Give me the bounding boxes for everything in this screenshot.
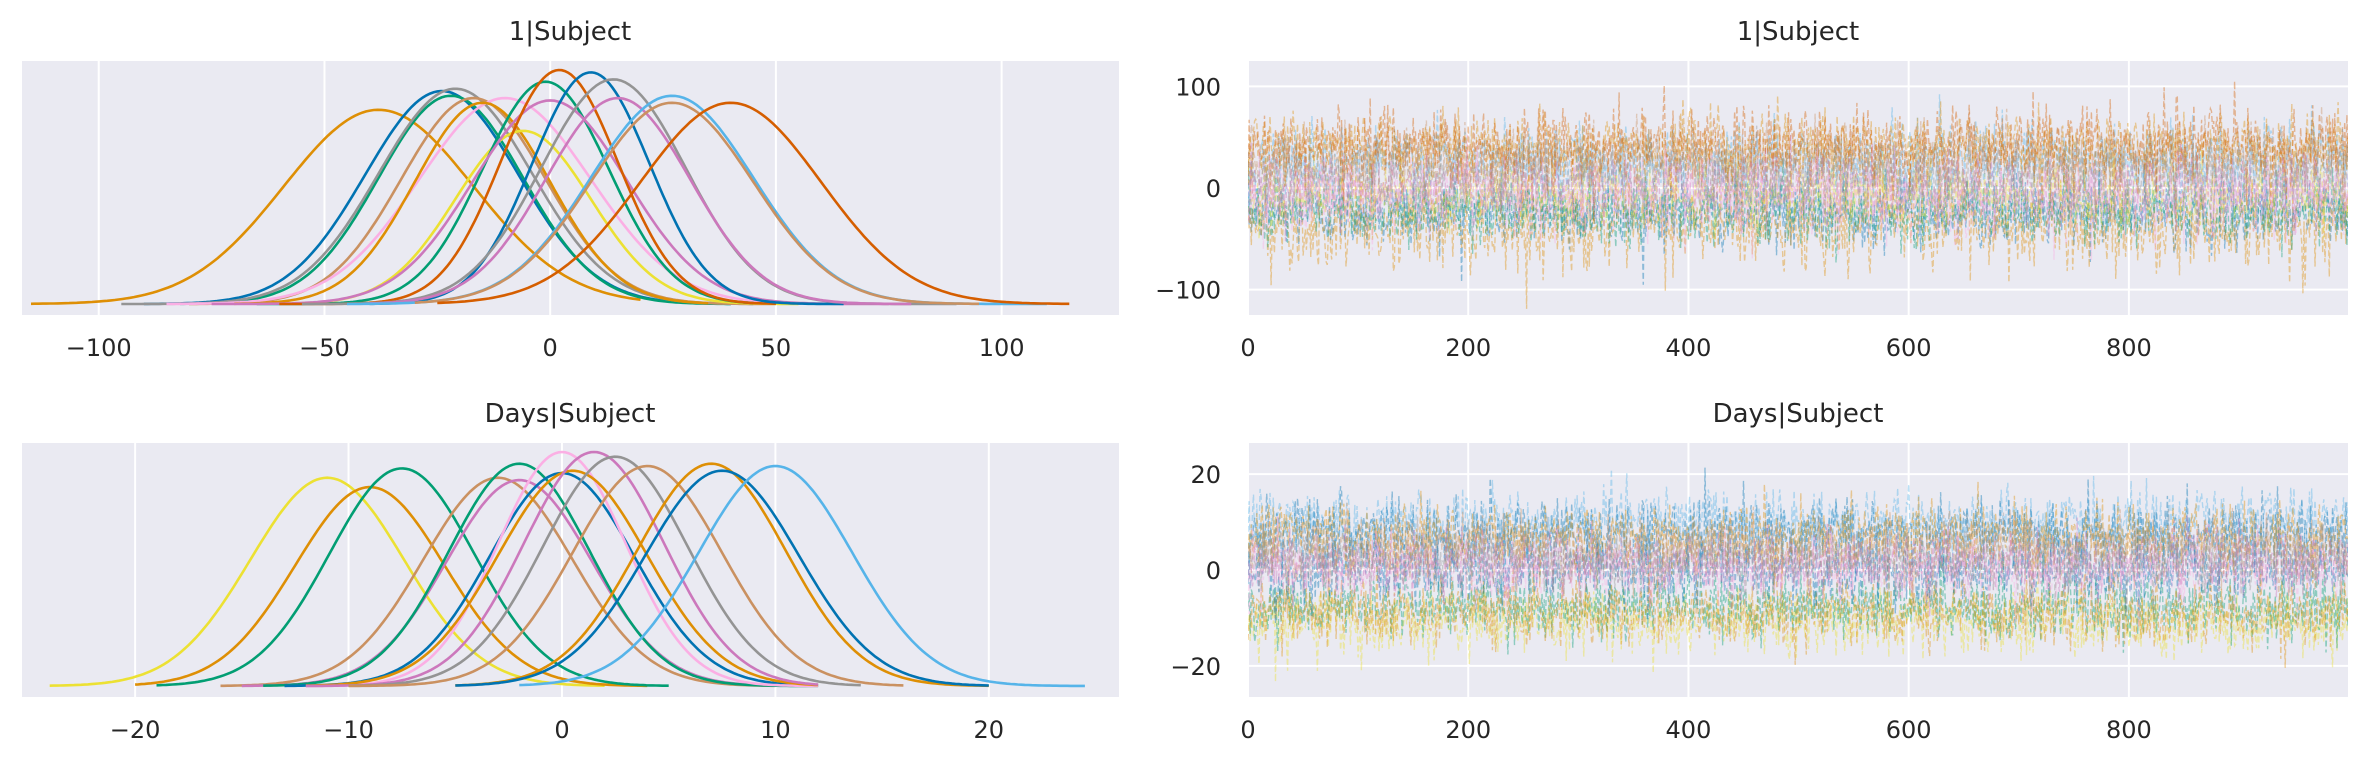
trace-plot-intercept: 1|Subject 0 200 400 600 800 −100 0 100 (1155, 17, 2348, 362)
trace-line-0 (1248, 578, 2348, 682)
density-plot-days-slope: Days|Subject −20 −10 0 10 20 (22, 399, 1119, 744)
x-tick-label: 10 (760, 716, 791, 744)
grid-lines (1247, 443, 2348, 697)
trace-line-6 (1248, 481, 2348, 588)
plot-area (22, 61, 1119, 315)
y-tick-label: 0 (1206, 175, 1221, 203)
chart-title: Days|Subject (1713, 399, 1884, 429)
density-line-5 (263, 462, 819, 688)
x-tick-label: −50 (299, 334, 350, 362)
trace-lines (1248, 80, 2348, 309)
grid-lines (1247, 61, 2348, 315)
trace-line-8 (1248, 134, 2348, 242)
x-tick-label: 600 (1886, 716, 1932, 744)
y-tick-label: −100 (1155, 277, 1221, 305)
trace-line-3 (1248, 150, 2348, 240)
density-line-0 (30, 108, 641, 306)
trace-line-7 (1248, 502, 2348, 604)
density-plot-intercept: 1|Subject −100 −50 0 50 100 (22, 17, 1119, 362)
trace-line-0 (1248, 164, 2348, 285)
density-line-2 (180, 94, 731, 306)
trace-line-5 (1248, 467, 2348, 589)
chart-title: 1|Subject (509, 17, 632, 47)
x-tick-label: 0 (543, 334, 558, 362)
density-line-9 (305, 450, 819, 688)
density-line-10 (348, 455, 861, 687)
trace-line-2 (1248, 558, 2348, 668)
chart-title: 1|Subject (1737, 17, 1860, 47)
trace-line-9 (1248, 134, 2348, 261)
y-tick-label: −20 (1170, 653, 1221, 681)
x-tick-label: 0 (1240, 716, 1255, 744)
trace-lines (1248, 467, 2348, 682)
trace-line-7 (1248, 80, 2348, 221)
x-tick-label: 400 (1666, 334, 1712, 362)
x-tick-label: 800 (2106, 716, 2152, 744)
trace-line-10 (1248, 125, 2348, 232)
trace-line-1 (1248, 544, 2348, 655)
density-line-13 (369, 96, 912, 306)
plot-area (22, 443, 1119, 697)
trace-line-4 (1248, 469, 2348, 578)
density-line-13 (455, 469, 989, 687)
trace-line-4 (1248, 94, 2348, 220)
x-tick-label: −10 (323, 716, 374, 744)
trace-line-8 (1248, 526, 2348, 628)
y-tick-label: 0 (1206, 557, 1221, 585)
x-tick-label: 0 (1240, 334, 1255, 362)
trace-line-3 (1248, 518, 2348, 624)
x-tick-label: 50 (761, 334, 792, 362)
density-line-11 (348, 464, 904, 688)
x-tick-label: 0 (554, 716, 569, 744)
trace-line-5 (1248, 106, 2348, 224)
trace-line-1 (1248, 153, 2348, 309)
trace-line-2 (1248, 158, 2348, 263)
trace-line-10 (1248, 508, 2348, 616)
density-line-6 (234, 101, 709, 306)
density-line-5 (166, 96, 822, 306)
x-tick-label: 400 (1666, 716, 1712, 744)
chart-title: Days|Subject (485, 399, 656, 429)
density-line-12 (455, 462, 989, 688)
density-line-1 (135, 485, 648, 688)
density-line-3 (220, 476, 776, 688)
y-tick-label: 100 (1175, 73, 1221, 101)
x-tick-label: 800 (2106, 334, 2152, 362)
x-tick-label: 200 (1445, 334, 1491, 362)
x-tick-label: 200 (1445, 716, 1491, 744)
density-line-7 (305, 450, 819, 688)
density-line-15 (414, 101, 980, 306)
trace-plot-days-slope: Days|Subject 0 200 400 600 800 −20 0 20 (1170, 399, 2348, 744)
density-line-0 (49, 476, 605, 687)
y-tick-label: 20 (1190, 461, 1221, 489)
x-tick-label: 20 (974, 716, 1005, 744)
x-tick-label: −20 (110, 716, 161, 744)
density-line-16 (437, 101, 1070, 306)
trace-line-9 (1248, 515, 2348, 617)
x-tick-label: 600 (1886, 334, 1932, 362)
x-tick-label: 100 (979, 334, 1025, 362)
density-line-14 (519, 464, 1085, 688)
x-tick-label: −100 (66, 334, 132, 362)
